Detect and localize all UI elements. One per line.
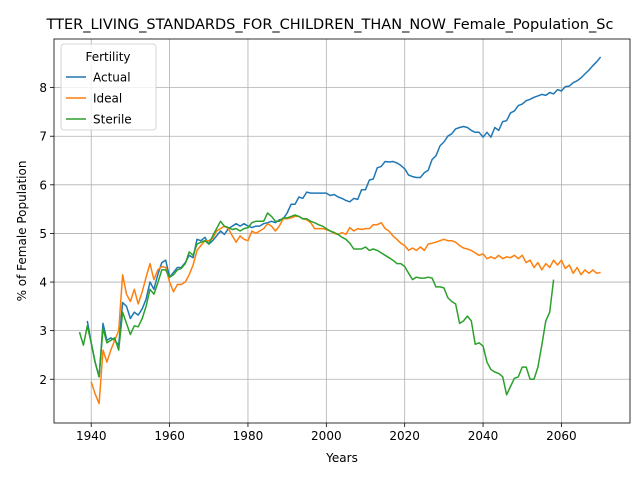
legend-label-ideal: Ideal bbox=[93, 92, 122, 106]
legend-label-sterile: Sterile bbox=[93, 113, 132, 127]
x-tick-label: 2020 bbox=[389, 429, 420, 443]
x-tick-label: 1960 bbox=[154, 429, 185, 443]
x-tick-label: 2040 bbox=[468, 429, 499, 443]
y-tick-label: 5 bbox=[39, 227, 47, 241]
y-tick-label: 8 bbox=[39, 81, 47, 95]
legend-label-actual: Actual bbox=[93, 71, 131, 85]
series-line-ideal bbox=[90, 215, 601, 405]
legend-title: Fertility bbox=[85, 50, 130, 64]
chart-title: TTER_LIVING_STANDARDS_FOR_CHILDREN_THAN_… bbox=[46, 17, 614, 33]
legend-box bbox=[60, 43, 157, 131]
x-tick-label: 2060 bbox=[546, 429, 577, 443]
x-tick-label: 1980 bbox=[233, 429, 264, 443]
x-axis-label: Years bbox=[325, 451, 358, 465]
plot-area-frame bbox=[53, 38, 631, 424]
x-axis: 1940 1960 1980 2000 2020 2040 2060 bbox=[76, 423, 577, 443]
y-axis: 2 3 4 5 6 7 8 bbox=[39, 81, 54, 387]
y-tick-label: 4 bbox=[39, 276, 47, 290]
series-lines bbox=[78, 56, 602, 405]
legend: Fertility Actual Ideal Sterile bbox=[60, 43, 157, 131]
x-tick-label: 1940 bbox=[76, 429, 107, 443]
y-tick-label: 3 bbox=[39, 324, 47, 338]
grid-lines bbox=[54, 39, 630, 423]
legend-entries: Actual Ideal Sterile bbox=[66, 71, 132, 127]
y-tick-label: 6 bbox=[39, 178, 47, 192]
x-tick-label: 2000 bbox=[311, 429, 342, 443]
series-line-sterile bbox=[78, 212, 555, 396]
y-tick-label: 2 bbox=[39, 373, 47, 387]
y-tick-label: 7 bbox=[39, 130, 47, 144]
series-line-actual bbox=[86, 56, 602, 378]
y-axis-label: % of Female Population bbox=[15, 161, 29, 302]
